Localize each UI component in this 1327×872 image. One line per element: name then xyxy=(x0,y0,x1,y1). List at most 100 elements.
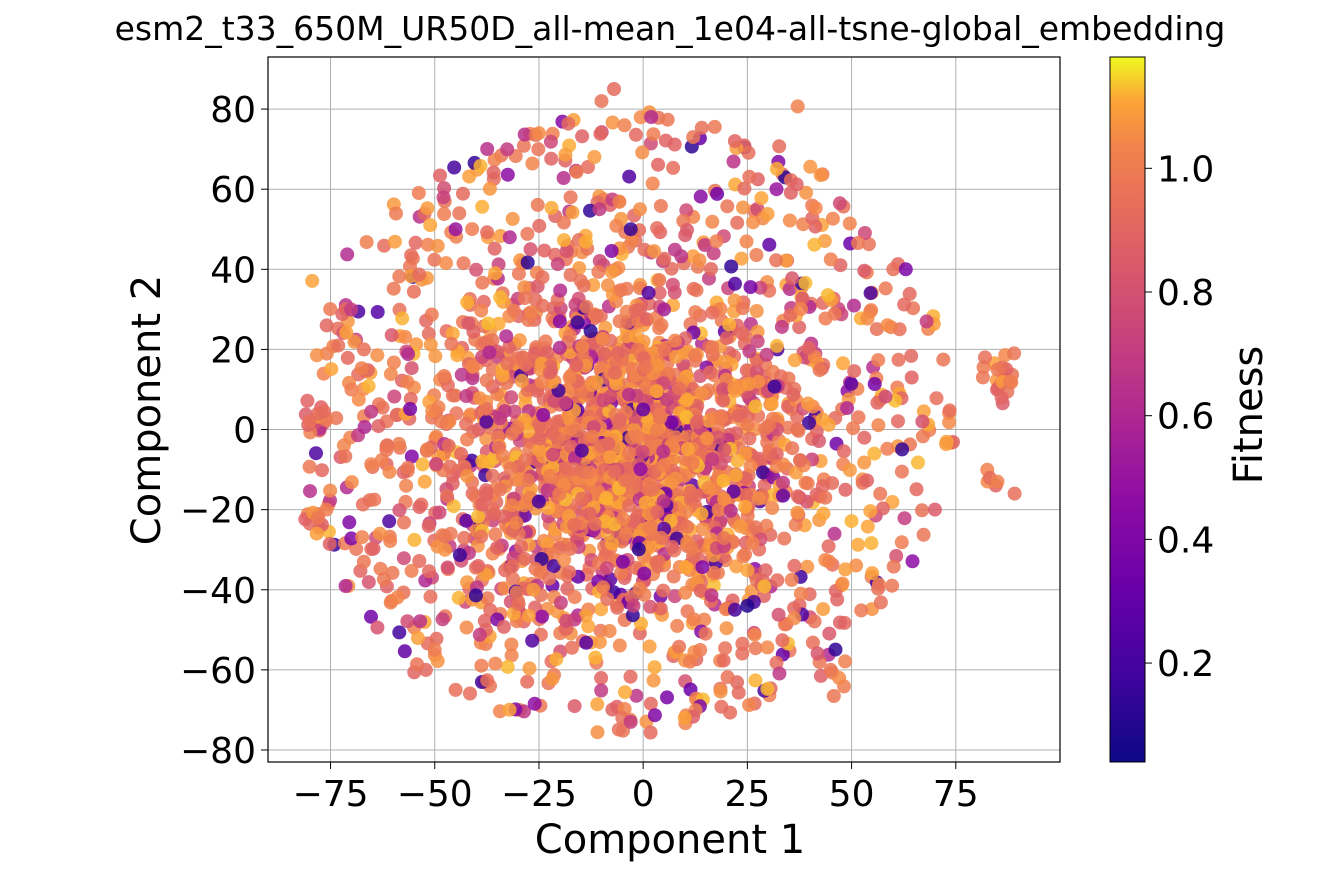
scatter-point xyxy=(591,264,606,279)
scatter-point xyxy=(760,207,775,221)
scatter-point xyxy=(693,189,708,204)
data-points xyxy=(298,82,1022,740)
scatter-point xyxy=(783,308,798,323)
scatter-point xyxy=(860,519,875,534)
scatter-point xyxy=(707,119,722,134)
scatter-point xyxy=(315,463,329,478)
scatter-point xyxy=(427,252,442,267)
scatter-point xyxy=(480,591,495,606)
scatter-point xyxy=(434,414,449,429)
scatter-point xyxy=(787,601,802,616)
scatter-point xyxy=(535,298,550,313)
scatter-point xyxy=(782,282,797,297)
scatter-point xyxy=(794,302,808,316)
scatter-point xyxy=(303,484,317,499)
scatter-point xyxy=(795,291,810,306)
scatter-point xyxy=(585,429,600,444)
scatter-point xyxy=(741,145,756,160)
scatter-point xyxy=(361,575,376,590)
scatter-point xyxy=(395,311,410,326)
scatter-point xyxy=(552,487,567,502)
scatter-point xyxy=(613,283,628,298)
scatter-point xyxy=(700,431,714,446)
scatter-point xyxy=(570,315,585,330)
scatter-point xyxy=(729,559,744,574)
scatter-point xyxy=(563,190,578,205)
scatter-point xyxy=(488,266,503,281)
scatter-point xyxy=(413,614,428,629)
scatter-point xyxy=(735,326,750,341)
scatter-point xyxy=(838,654,853,669)
scatter-point xyxy=(822,626,837,641)
scatter-point xyxy=(451,590,466,605)
scatter-point xyxy=(356,554,371,569)
scatter-point xyxy=(787,558,802,573)
scatter-point xyxy=(747,627,762,642)
scatter-point xyxy=(765,501,780,515)
scatter-point xyxy=(573,273,588,288)
scatter-point xyxy=(800,476,815,491)
scatter-point xyxy=(561,116,576,131)
scatter-point xyxy=(412,500,427,515)
scatter-point xyxy=(656,494,671,509)
scatter-point xyxy=(719,621,734,636)
scatter-point xyxy=(520,674,535,689)
scatter-point xyxy=(545,426,560,441)
scatter-point xyxy=(525,633,540,648)
scatter-point xyxy=(720,670,735,685)
scatter-point xyxy=(623,714,638,729)
scatter-point xyxy=(657,251,672,266)
scatter-point xyxy=(319,502,334,517)
scatter-point xyxy=(915,429,930,444)
scatter-point xyxy=(847,298,861,313)
scatter-point xyxy=(437,369,452,383)
scatter-point xyxy=(607,464,622,479)
scatter-point xyxy=(726,484,741,499)
scatter-point xyxy=(558,147,573,162)
scatter-point xyxy=(693,583,708,598)
scatter-point xyxy=(559,244,574,259)
scatter-point xyxy=(594,683,609,698)
scatter-point xyxy=(540,345,555,360)
scatter-point xyxy=(828,642,843,657)
scatter-point xyxy=(685,456,700,471)
scatter-point xyxy=(597,346,612,361)
scatter-point xyxy=(441,438,456,453)
scatter-point xyxy=(863,286,878,301)
scatter-point xyxy=(574,491,589,506)
scatter-point xyxy=(601,436,616,451)
scatter-point xyxy=(915,414,930,429)
scatter-point xyxy=(509,516,524,530)
scatter-point xyxy=(728,276,742,291)
scatter-point xyxy=(686,612,701,627)
scatter-point xyxy=(942,403,957,418)
scatter-point xyxy=(647,708,662,723)
scatter-point xyxy=(531,494,546,509)
scatter-point xyxy=(724,259,739,274)
scatter-point xyxy=(929,391,944,406)
scatter-point xyxy=(785,271,800,286)
scatter-point xyxy=(626,480,640,495)
scatter-point xyxy=(638,495,653,510)
scatter-point xyxy=(504,637,519,652)
scatter-point xyxy=(736,200,750,215)
scatter-point xyxy=(323,302,338,317)
scatter-point xyxy=(628,303,643,318)
scatter-point xyxy=(505,559,520,574)
scatter-point xyxy=(732,519,747,534)
scatter-point xyxy=(760,681,775,696)
scatter-point xyxy=(538,334,553,349)
scatter-point xyxy=(705,305,720,320)
scatter-point xyxy=(637,566,652,581)
scatter-point xyxy=(311,406,325,421)
scatter-point xyxy=(818,311,833,326)
scatter-point xyxy=(782,213,797,228)
colorbar-label: Fitness xyxy=(1226,346,1272,485)
scatter-point xyxy=(614,566,628,580)
scatter-point xyxy=(633,202,647,217)
y-tick-label: 20 xyxy=(210,330,256,371)
scatter-point xyxy=(392,436,406,451)
scatter-point xyxy=(719,354,734,369)
scatter-point xyxy=(706,246,721,261)
